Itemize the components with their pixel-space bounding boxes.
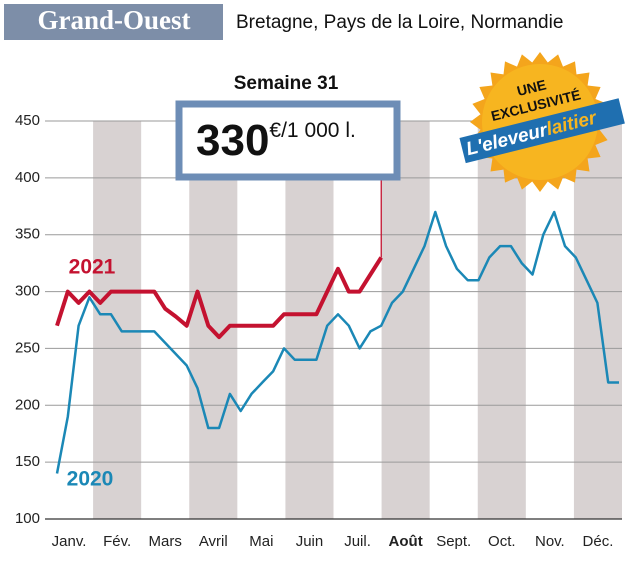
series-line: [55, 256, 383, 340]
badge-band: [459, 98, 625, 164]
plot: 100 150 200 250 300 350 400 450 Janv. Fév. Mars Avr…: [15, 112, 622, 550]
header-box: [4, 4, 223, 40]
month-band: [93, 121, 142, 519]
x-tick-label: Sept.: [436, 533, 471, 550]
month-band: [573, 121, 622, 519]
y-tick-label: 350: [15, 226, 40, 243]
y-tick-label: 100: [15, 510, 40, 527]
x-tick-label: Juil.: [344, 533, 371, 550]
x-tick-label: Avril: [199, 533, 228, 550]
y-tick-label: 450: [15, 112, 40, 129]
x-tick-label: Déc.: [583, 533, 614, 550]
y-tick-label: 200: [15, 396, 40, 413]
month-band: [477, 121, 526, 519]
x-tick-label: Fév.: [103, 533, 131, 550]
y-tick-label: 300: [15, 283, 40, 300]
month-band: [285, 121, 334, 519]
callout-value: 330: [196, 116, 269, 165]
x-tick-label: Janv.: [52, 533, 87, 550]
x-tick-label: Mai: [249, 533, 273, 550]
legend-label: 2021: [69, 256, 116, 279]
y-tick-label: 400: [15, 169, 40, 186]
badge: UNE EXCLUSIVITÉ L'eleveurlaitier: [459, 52, 625, 192]
y-tick-label: 150: [15, 453, 40, 470]
x-tick-label: Mars: [149, 533, 182, 550]
callout-unit: €/1 000 l.: [269, 119, 355, 142]
chart-title: Semaine 31: [234, 73, 339, 94]
callout-text: 330€/1 000 l.: [196, 116, 356, 165]
header-title: Grand-Ouest: [37, 5, 190, 35]
month-band: [381, 121, 430, 519]
badge-line1: UNE: [515, 76, 548, 99]
x-tick-label: Juin: [296, 533, 324, 550]
x-tick-label: Nov.: [535, 533, 565, 550]
callout-box: [175, 100, 401, 181]
x-tick-label: Août: [389, 533, 423, 550]
month-band: [189, 121, 238, 519]
x-tick-label: Oct.: [488, 533, 516, 550]
legend-label: 2020: [67, 468, 114, 491]
y-tick-label: 250: [15, 339, 40, 356]
series-line: [55, 210, 619, 474]
header-subtitle: Bretagne, Pays de la Loire, Normandie: [236, 12, 563, 33]
